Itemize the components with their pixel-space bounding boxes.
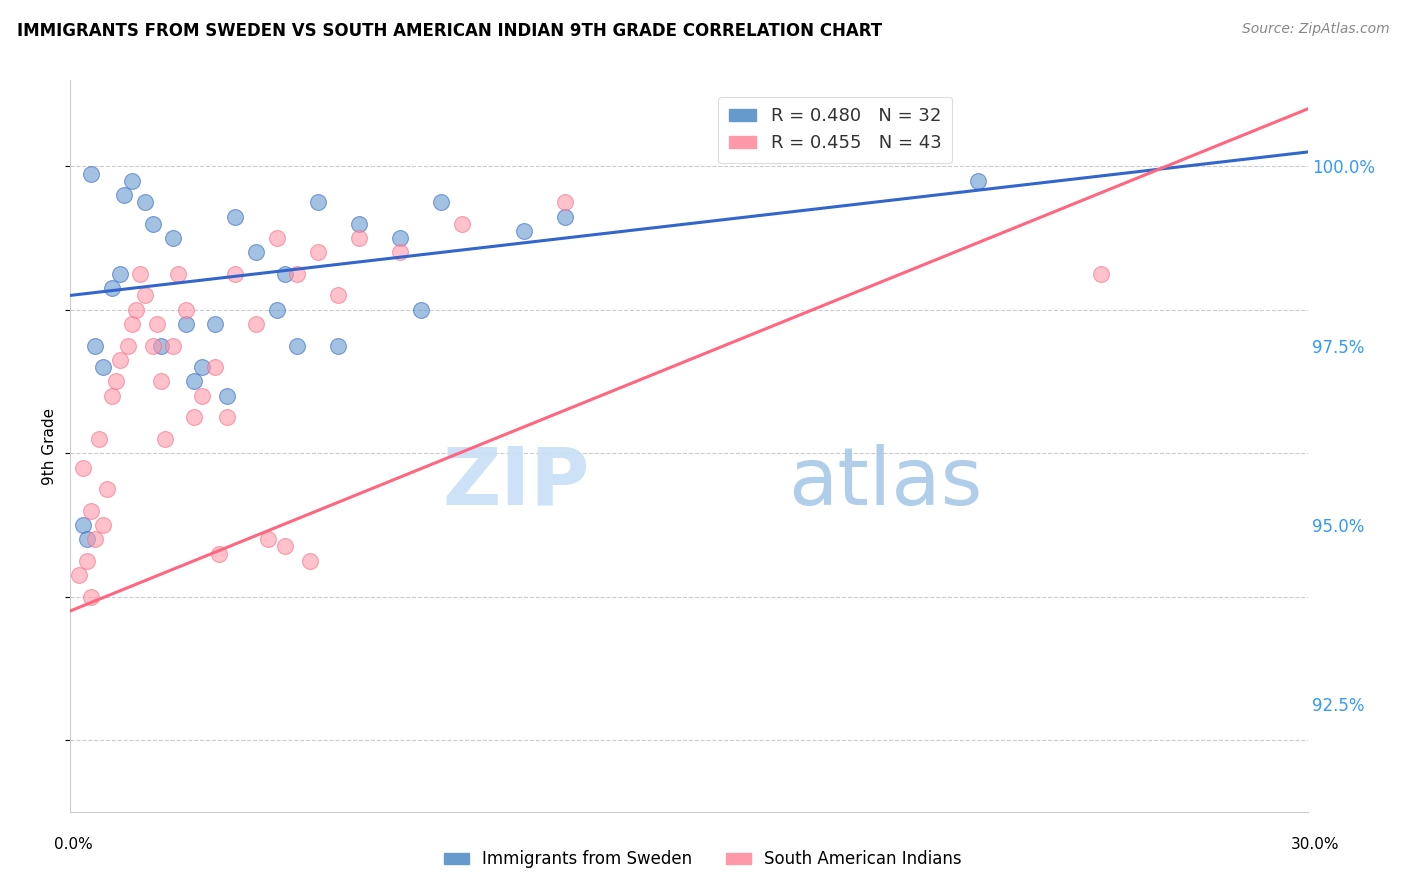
Point — [100, 281, 122, 295]
Point — [142, 217, 165, 231]
Point — [307, 195, 329, 210]
Point — [966, 174, 988, 188]
Point — [274, 540, 297, 554]
Point — [84, 338, 107, 352]
Point — [134, 195, 156, 210]
Point — [224, 210, 246, 224]
Point — [554, 210, 576, 224]
Point — [89, 432, 111, 446]
Point — [183, 375, 205, 389]
Point — [204, 360, 226, 375]
Point — [121, 317, 143, 331]
Point — [174, 317, 197, 331]
Point — [150, 338, 173, 352]
Point — [146, 317, 169, 331]
Point — [215, 410, 238, 425]
Point — [191, 389, 214, 403]
Point — [274, 267, 297, 281]
Point — [307, 245, 329, 260]
Point — [91, 517, 114, 532]
Point — [121, 174, 143, 188]
Point — [72, 460, 94, 475]
Point — [389, 245, 412, 260]
Point — [298, 554, 321, 568]
Point — [174, 302, 197, 317]
Legend: R = 0.480   N = 32, R = 0.455   N = 43: R = 0.480 N = 32, R = 0.455 N = 43 — [718, 96, 952, 163]
Point — [451, 217, 474, 231]
Point — [224, 267, 246, 281]
Point — [67, 568, 90, 582]
Point — [80, 167, 103, 181]
Point — [347, 231, 370, 245]
Point — [347, 217, 370, 231]
Point — [80, 503, 103, 517]
Point — [285, 267, 308, 281]
Legend: Immigrants from Sweden, South American Indians: Immigrants from Sweden, South American I… — [436, 842, 970, 877]
Point — [162, 231, 184, 245]
Text: Source: ZipAtlas.com: Source: ZipAtlas.com — [1241, 22, 1389, 37]
Point — [1090, 267, 1112, 281]
Point — [125, 302, 148, 317]
Point — [204, 317, 226, 331]
Point — [76, 533, 98, 547]
Point — [215, 389, 238, 403]
Point — [554, 195, 576, 210]
Point — [108, 353, 131, 368]
Text: 30.0%: 30.0% — [1291, 837, 1339, 852]
Point — [72, 517, 94, 532]
Point — [245, 317, 267, 331]
Point — [328, 288, 350, 302]
Point — [117, 338, 139, 352]
Point — [104, 375, 127, 389]
Point — [409, 302, 432, 317]
Point — [245, 245, 267, 260]
Point — [328, 338, 350, 352]
Point — [150, 375, 173, 389]
Point — [84, 533, 107, 547]
Text: atlas: atlas — [787, 443, 983, 522]
Point — [129, 267, 152, 281]
Point — [257, 533, 280, 547]
Text: 0.0%: 0.0% — [53, 837, 93, 852]
Point — [153, 432, 176, 446]
Point — [266, 231, 288, 245]
Point — [166, 267, 188, 281]
Y-axis label: 9th Grade: 9th Grade — [42, 408, 58, 484]
Text: IMMIGRANTS FROM SWEDEN VS SOUTH AMERICAN INDIAN 9TH GRADE CORRELATION CHART: IMMIGRANTS FROM SWEDEN VS SOUTH AMERICAN… — [17, 22, 882, 40]
Point — [266, 302, 288, 317]
Point — [76, 554, 98, 568]
Point — [513, 224, 536, 238]
Point — [108, 267, 131, 281]
Text: ZIP: ZIP — [443, 443, 591, 522]
Point — [80, 590, 103, 604]
Point — [430, 195, 453, 210]
Point — [208, 547, 231, 561]
Point — [162, 338, 184, 352]
Point — [183, 410, 205, 425]
Point — [91, 360, 114, 375]
Point — [142, 338, 165, 352]
Point — [285, 338, 308, 352]
Point — [100, 389, 122, 403]
Point — [191, 360, 214, 375]
Point — [112, 188, 135, 202]
Point — [389, 231, 412, 245]
Point — [96, 482, 118, 496]
Point — [134, 288, 156, 302]
